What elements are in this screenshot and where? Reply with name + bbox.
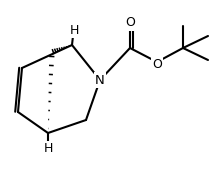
Text: H: H: [69, 23, 79, 36]
Text: O: O: [125, 17, 135, 30]
Text: H: H: [43, 143, 53, 156]
Text: N: N: [95, 74, 105, 87]
Text: O: O: [152, 59, 162, 72]
